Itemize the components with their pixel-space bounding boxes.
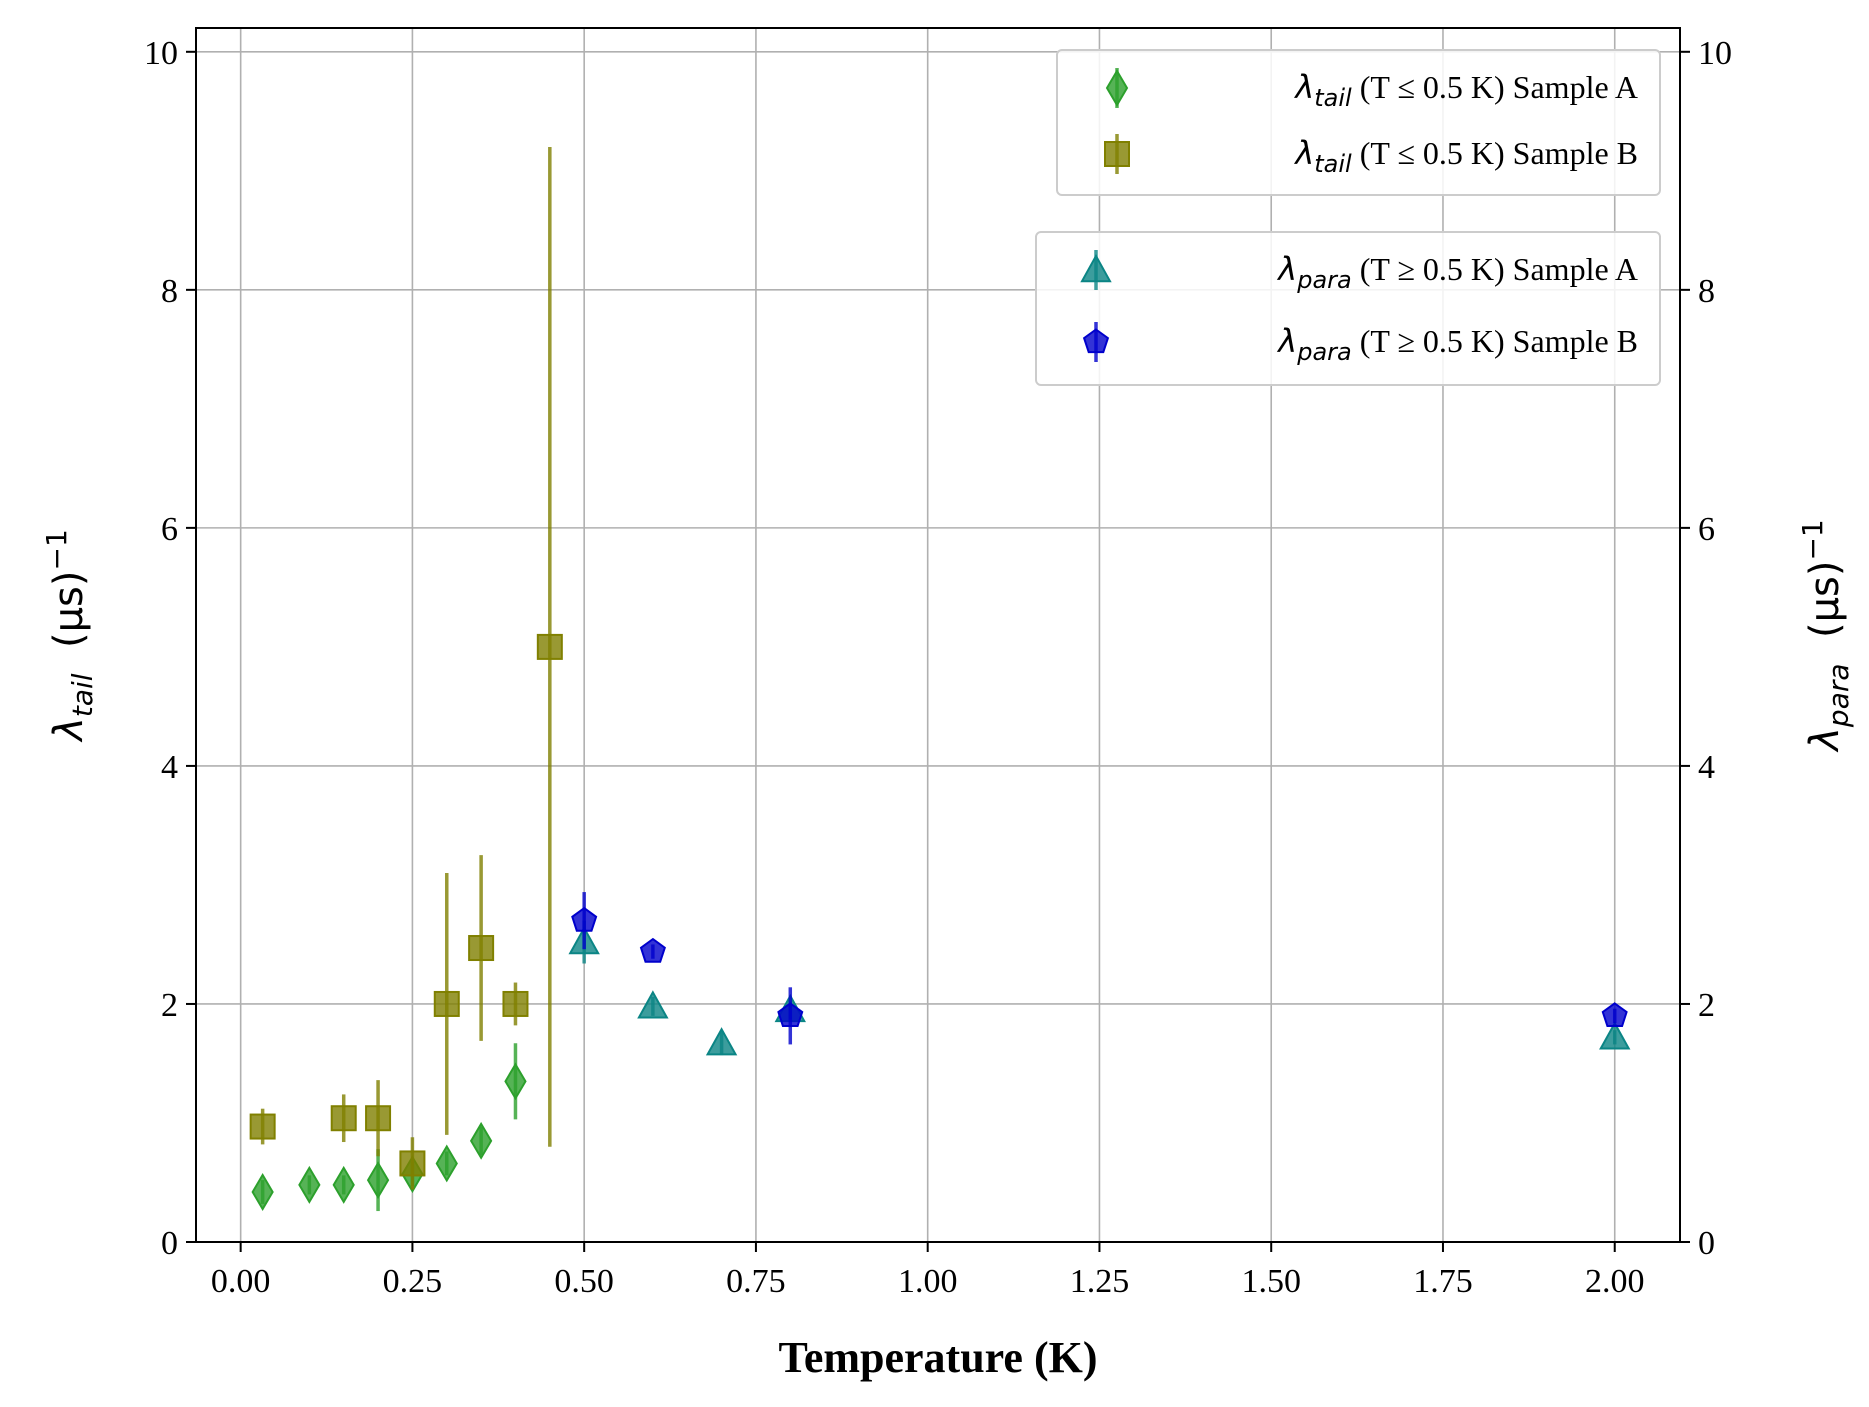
grid: [196, 28, 1680, 1243]
left-y-tick-label: 2: [161, 987, 178, 1024]
legend-subscript: para: [1296, 338, 1352, 366]
right-y-tick-label: 4: [1698, 749, 1715, 786]
left-y-tick-label: 6: [161, 511, 178, 548]
data-point: [637, 990, 669, 1019]
right-y-tick-label: 8: [1698, 273, 1715, 310]
data-point: [298, 1165, 321, 1204]
data-point: [433, 990, 460, 1017]
data-point: [332, 1165, 355, 1204]
data-point: [366, 1161, 390, 1200]
left-y-axis-subscript: tail: [66, 673, 99, 717]
legend-label: λpara (T ≥ 0.5 K) Sample A: [1276, 250, 1638, 294]
left-y-axis-title: λtail (μs)−1: [40, 529, 99, 743]
left-y-axis-symbol: λ: [46, 717, 92, 743]
x-axis-title: Temperature (K): [779, 1333, 1098, 1382]
legend-marker: [1105, 69, 1129, 107]
series-square: [249, 147, 563, 1190]
plot-series: [249, 147, 1631, 1212]
legend-subscript: tail: [1314, 84, 1352, 112]
x-tick-label: 2.00: [1585, 1263, 1645, 1300]
legend-rest: (T ≥ 0.5 K) Sample B: [1352, 323, 1638, 359]
x-tick-label: 0.50: [554, 1263, 614, 1300]
left-y-tick-label: 10: [144, 35, 178, 72]
legend-symbol: λ: [1293, 134, 1314, 172]
legend-symbol: λ: [1276, 250, 1297, 288]
data-point: [777, 1002, 804, 1027]
data-point: [1601, 1002, 1628, 1027]
left-y-tick-label: 4: [161, 749, 178, 786]
data-point: [502, 990, 529, 1017]
right-y-axis-title: λpara (μs)−1: [1796, 519, 1855, 753]
x-tick-label: 1.50: [1241, 1263, 1301, 1300]
legend-symbol: λ: [1293, 68, 1314, 106]
legend-label: λtail (T ≤ 0.5 K) Sample A: [1293, 68, 1638, 112]
series-pentagon: [571, 892, 1628, 1045]
legend-marker: [1082, 328, 1110, 354]
left-y-tick-label: 8: [161, 273, 178, 310]
right-y-axis-subscript: para: [1822, 663, 1855, 728]
legend-symbol: λ: [1276, 322, 1297, 360]
right-y-tick-label: 6: [1698, 511, 1715, 548]
legend-entry: λtail (T ≤ 0.5 K) Sample B: [1104, 134, 1638, 178]
data-point: [249, 1113, 276, 1140]
legend-subscript: tail: [1314, 150, 1352, 178]
left-y-tick-label: 0: [161, 1225, 178, 1262]
left-y-axis-unit: (μs): [46, 570, 92, 673]
legend-subscript: para: [1296, 266, 1352, 294]
legend-entry: λtail (T ≤ 0.5 K) Sample A: [1105, 68, 1638, 112]
data-point: [435, 1144, 458, 1183]
data-point: [468, 935, 495, 962]
x-tick-label: 1.25: [1070, 1263, 1130, 1300]
data-point: [251, 1173, 274, 1211]
legend-entry: λpara (T ≥ 0.5 K) Sample B: [1082, 322, 1638, 366]
right-y-tick-label: 10: [1698, 35, 1732, 72]
x-tick-label: 1.00: [898, 1263, 958, 1300]
data-point: [504, 1062, 527, 1101]
legend-marker: [1104, 141, 1130, 167]
x-tick-label: 0.75: [726, 1263, 786, 1300]
plot-frame: [195, 27, 1681, 1243]
data-point: [705, 1027, 738, 1056]
legend-rest: (T ≤ 0.5 K) Sample B: [1352, 135, 1638, 171]
right-y-axis-symbol: λ: [1802, 727, 1848, 753]
legend-box: [1035, 231, 1661, 386]
data-point: [536, 633, 563, 660]
x-tick-label: 1.75: [1413, 1263, 1473, 1300]
left-y-axis-exponent: −1: [40, 529, 73, 570]
right-y-tick-label: 2: [1698, 987, 1715, 1024]
data-point: [399, 1150, 426, 1177]
legend-label: λpara (T ≥ 0.5 K) Sample B: [1276, 322, 1638, 366]
right-y-axis-exponent: −1: [1796, 519, 1829, 560]
data-point: [365, 1105, 392, 1132]
legend-entry: λpara (T ≥ 0.5 K) Sample A: [1080, 250, 1638, 294]
data-point: [571, 906, 598, 932]
legend-box: [1056, 49, 1661, 196]
data-point: [330, 1105, 357, 1132]
data-point: [469, 1121, 493, 1160]
legend-rest: (T ≤ 0.5 K) Sample A: [1352, 69, 1638, 105]
right-y-axis-unit: (μs): [1802, 561, 1848, 664]
x-tick-label: 0.25: [383, 1263, 443, 1300]
x-tick-label: 0.00: [211, 1263, 271, 1300]
legend-rest: (T ≥ 0.5 K) Sample A: [1352, 251, 1638, 287]
right-y-tick-label: 0: [1698, 1225, 1715, 1262]
data-point: [639, 937, 666, 963]
legend-marker: [1080, 253, 1112, 283]
legend-label: λtail (T ≤ 0.5 K) Sample B: [1293, 134, 1638, 178]
data-point: [1599, 1021, 1631, 1050]
axes-ticks: 0.00 0.25 0.50 0.75 1.00 1.25 1.50 1.75 2.00 0 0 2 2…: [144, 35, 1732, 1300]
